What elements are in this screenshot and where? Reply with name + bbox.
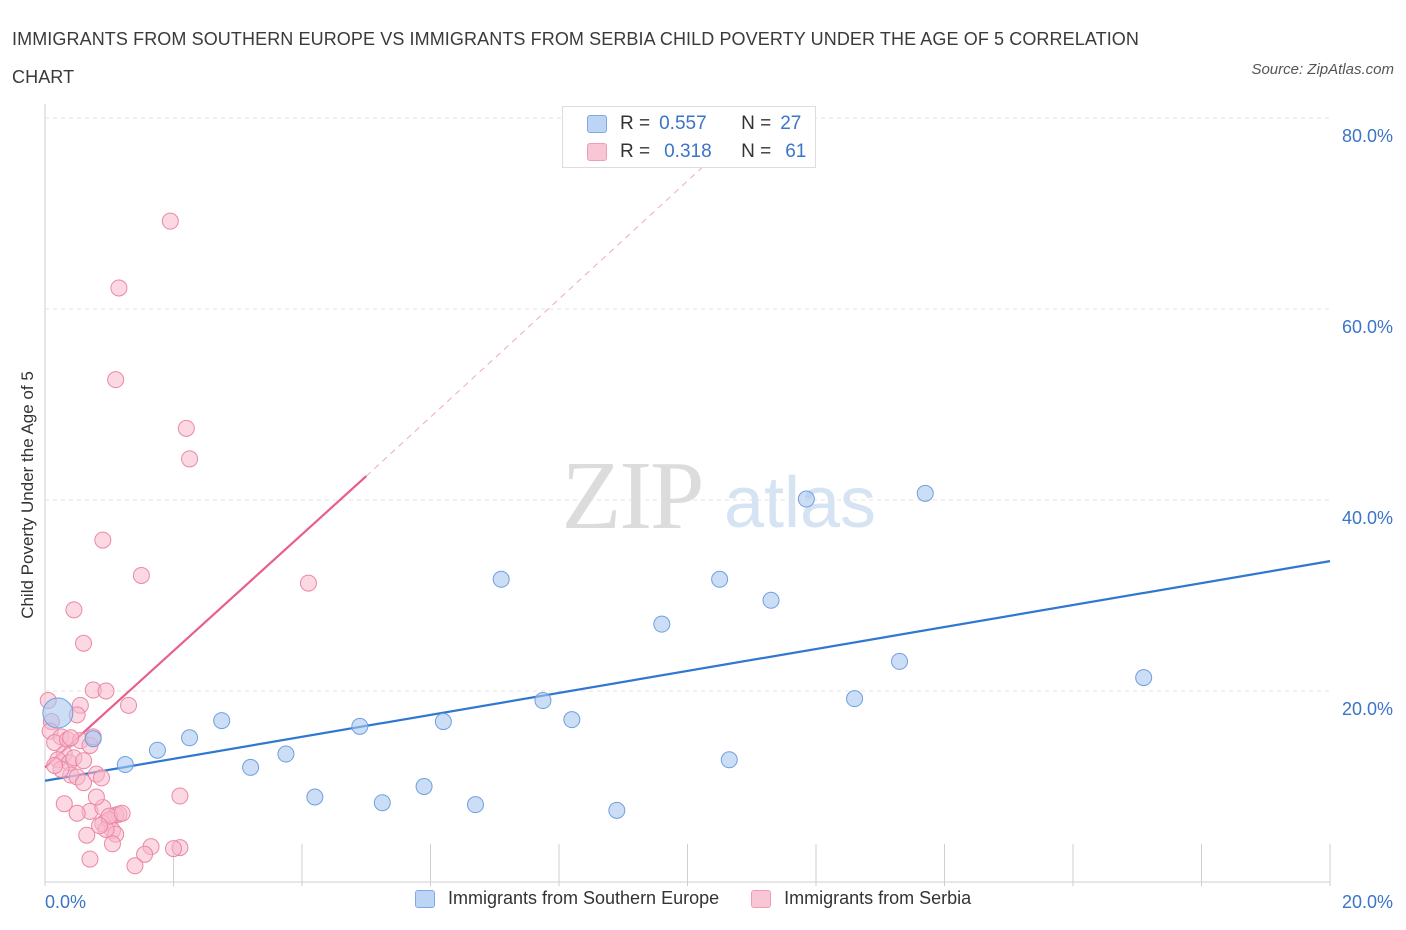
- series-legend: Immigrants from Southern Europe Immigran…: [415, 888, 1003, 909]
- legend-item-southern-europe: Immigrants from Southern Europe: [415, 888, 719, 909]
- data-point-serbia: [107, 371, 125, 389]
- data-point-serbia: [161, 212, 179, 230]
- data-point-southern-europe: [466, 796, 484, 814]
- data-point-southern-europe: [84, 730, 102, 748]
- data-point-serbia: [75, 634, 93, 652]
- data-point-serbia: [91, 817, 109, 835]
- legend-r-label: R =: [620, 141, 651, 162]
- data-point-southern-europe: [1135, 669, 1153, 687]
- data-point-serbia: [55, 795, 73, 813]
- data-point-serbia: [177, 419, 195, 437]
- data-point-southern-europe: [42, 697, 74, 729]
- data-point-southern-europe: [653, 615, 671, 633]
- axes: [44, 104, 1331, 886]
- data-point-southern-europe: [797, 490, 815, 508]
- legend-r-value: 0.557: [659, 113, 707, 134]
- y-tick-label: 20.0%: [1342, 699, 1393, 719]
- data-point-serbia: [75, 774, 93, 792]
- data-point-southern-europe: [492, 570, 510, 588]
- x-tick-label: 0.0%: [45, 892, 86, 912]
- data-point-serbia: [299, 574, 317, 592]
- legend-swatch-pink: [751, 889, 772, 908]
- legend-swatch-pink: [587, 143, 607, 161]
- trend-line-southern-europe: [44, 560, 1331, 782]
- data-point-serbia: [46, 756, 64, 774]
- legend-r-value: 0.318: [664, 141, 712, 162]
- data-point-southern-europe: [891, 652, 909, 670]
- y-tick-label: 80.0%: [1342, 126, 1393, 146]
- correlation-legend: R = 0.557 N = 27 R = 0.318 N = 61: [562, 106, 816, 168]
- data-point-serbia: [97, 682, 115, 700]
- data-point-southern-europe: [242, 758, 260, 776]
- data-point-southern-europe: [534, 692, 552, 710]
- trend-extension-serbia: [365, 151, 720, 477]
- legend-n-label: N =: [741, 141, 772, 162]
- trend-lines: [44, 151, 1331, 782]
- data-point-southern-europe: [181, 729, 199, 747]
- data-point-serbia: [75, 752, 93, 770]
- data-point-serbia: [171, 787, 189, 805]
- data-point-southern-europe: [608, 801, 626, 819]
- legend-label-southern-europe: Immigrants from Southern Europe: [448, 888, 720, 908]
- data-point-serbia: [65, 601, 83, 619]
- data-point-southern-europe: [762, 591, 780, 609]
- legend-row-southern-europe: R = 0.557 N = 27: [587, 112, 801, 136]
- data-point-southern-europe: [711, 570, 729, 588]
- data-point-serbia: [62, 729, 80, 747]
- data-point-serbia: [132, 566, 150, 584]
- data-point-serbia: [103, 835, 121, 853]
- data-point-serbia: [81, 850, 99, 868]
- legend-row-serbia: R = 0.318 N = 61: [587, 140, 806, 164]
- gridlines: [45, 117, 1330, 692]
- data-point-southern-europe: [846, 690, 864, 708]
- data-point-serbia: [120, 696, 138, 714]
- data-point-southern-europe: [373, 794, 391, 812]
- data-point-serbia: [136, 845, 154, 863]
- data-point-serbia: [113, 804, 131, 822]
- data-point-southern-europe: [720, 751, 738, 769]
- legend-swatch-blue: [415, 889, 435, 908]
- data-point-southern-europe: [116, 756, 134, 774]
- data-point-southern-europe: [434, 713, 452, 731]
- watermark: ZIP atlas: [562, 442, 877, 550]
- x-tick-label: 20.0%: [1342, 892, 1393, 912]
- data-point-southern-europe: [213, 712, 231, 730]
- legend-r-label: R =: [620, 113, 651, 134]
- data-point-serbia: [78, 826, 96, 844]
- data-point-southern-europe: [563, 711, 581, 729]
- data-point-serbia: [126, 857, 144, 875]
- data-point-serbia: [94, 531, 112, 549]
- legend-swatch-blue: [587, 115, 607, 133]
- data-point-serbia: [87, 788, 105, 806]
- data-point-southern-europe: [277, 745, 295, 763]
- data-point-southern-europe: [148, 741, 166, 759]
- data-point-serbia: [68, 804, 86, 822]
- series-serbia-points: [39, 212, 317, 875]
- legend-item-serbia: Immigrants from Serbia: [751, 888, 971, 909]
- data-point-serbia: [93, 769, 111, 787]
- watermark-zip: ZIP: [562, 442, 703, 550]
- legend-n-label: N =: [741, 113, 772, 134]
- legend-label-serbia: Immigrants from Serbia: [784, 888, 972, 908]
- data-point-southern-europe: [306, 788, 324, 806]
- chart-title: IMMIGRANTS FROM SOUTHERN EUROPE VS IMMIG…: [12, 29, 1140, 87]
- data-point-southern-europe: [916, 484, 934, 502]
- data-point-serbia: [165, 840, 182, 858]
- source-note: Source: ZipAtlas.com: [1251, 61, 1394, 78]
- trend-line-serbia: [44, 475, 367, 769]
- data-point-southern-europe: [415, 778, 433, 795]
- data-point-serbia: [181, 450, 199, 468]
- legend-n-value: 27: [780, 113, 802, 134]
- series-southern-europe-points: [42, 484, 1153, 819]
- y-tick-label: 40.0%: [1342, 508, 1393, 528]
- data-point-southern-europe: [351, 717, 369, 735]
- legend-n-value: 61: [785, 141, 807, 162]
- y-tick-label: 60.0%: [1342, 317, 1393, 337]
- tick-labels: 20.0% 40.0% 60.0% 80.0% 0.0% 20.0%: [45, 126, 1393, 912]
- data-point-serbia: [110, 279, 128, 297]
